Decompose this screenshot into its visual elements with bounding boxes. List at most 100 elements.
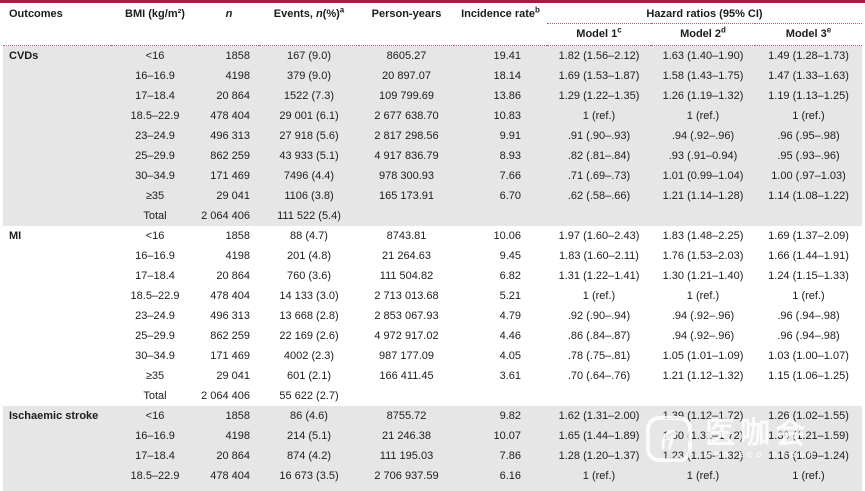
outcome-cell: MI xyxy=(9,230,22,242)
data-cell xyxy=(454,206,547,226)
data-cell: 1.58 (1.43–1.75) xyxy=(662,70,744,82)
data-cell: 88 (4.7) xyxy=(290,230,328,242)
data-cell: 2 713 013.68 xyxy=(374,290,439,302)
data-cell: 13 668 (2.8) xyxy=(279,310,339,322)
data-cell: .71 (.69–.73) xyxy=(567,170,631,182)
data-cell: 171 469 xyxy=(210,350,250,362)
data-cell: 20 897.07 xyxy=(382,70,431,82)
data-cell: 1.01 (0.99–1.04) xyxy=(662,170,744,182)
data-cell xyxy=(755,486,862,491)
hazard-ratio-table: Outcomes BMI (kg/m²) n Events, n(%)a Per… xyxy=(3,3,863,491)
outcome-cell xyxy=(3,346,111,366)
outcome-cell xyxy=(3,426,111,446)
data-cell: .78 (.75–.81) xyxy=(567,350,631,362)
data-cell xyxy=(359,386,454,406)
data-cell: 2 706 937.59 xyxy=(374,470,439,482)
data-cell: 1.49 (1.28–1.73) xyxy=(768,50,849,62)
data-cell: 23–24.9 xyxy=(135,310,175,322)
data-cell: 8605.27 xyxy=(386,50,427,62)
data-cell: 1.24 (1.15–1.33) xyxy=(768,270,849,282)
data-cell xyxy=(454,386,547,406)
data-cell: 13.86 xyxy=(493,90,521,102)
data-cell xyxy=(755,386,862,406)
data-cell: 2 853 067.93 xyxy=(374,310,439,322)
data-cell: 1 (ref.) xyxy=(582,470,616,482)
outcome-cell xyxy=(3,66,111,86)
data-cell: 18.5–22.9 xyxy=(130,290,180,302)
data-cell: .96 (.95–.98) xyxy=(777,130,840,142)
data-cell: 862 259 xyxy=(210,330,250,342)
data-cell xyxy=(454,486,547,491)
data-cell: 1 (ref.) xyxy=(686,290,720,302)
data-cell: 1.29 (1.22–1.35) xyxy=(558,90,640,102)
data-cell: 111 504.82 xyxy=(379,270,434,282)
data-cell: 25–29.9 xyxy=(135,330,175,342)
data-cell: 601 (2.1) xyxy=(286,370,332,382)
data-cell: .70 (.64–.76) xyxy=(567,370,631,382)
data-cell: 1.82 (1.56–2.12) xyxy=(558,50,640,62)
data-cell: 4 972 917.02 xyxy=(374,330,439,342)
data-cell: 1.63 (1.40–1.90) xyxy=(662,50,744,62)
data-cell: 17–18.4 xyxy=(135,270,175,282)
table-row: CVDs <16 1858 167 (9.0) 8605.27 19.41 1.82 (1.… xyxy=(3,45,863,66)
data-cell: 167 (9.0) xyxy=(286,50,332,62)
data-cell: 1.31 (1.22–1.41) xyxy=(558,270,640,282)
table-row: ≥35 29 041 1106 (3.8) 165 173.91 6.70 .62 (.5… xyxy=(3,186,863,206)
data-cell: 30–34.9 xyxy=(135,170,175,182)
data-cell: 4198 xyxy=(225,70,250,82)
data-cell: 1 (ref.) xyxy=(792,110,825,122)
outcome-cell xyxy=(3,146,111,166)
data-cell: Total xyxy=(143,390,167,402)
data-cell: 8743.81 xyxy=(386,230,427,242)
data-cell: ≥35 xyxy=(145,190,165,202)
col-header-outcomes: Outcomes xyxy=(3,3,111,46)
data-cell: 111 195.03 xyxy=(379,450,434,462)
data-cell: 16–16.9 xyxy=(135,430,175,442)
outcome-cell: CVDs xyxy=(9,50,39,62)
data-cell: 1858 xyxy=(225,230,250,242)
data-cell: .94 (.92–.96) xyxy=(671,310,735,322)
data-cell: Total xyxy=(143,210,167,222)
data-cell: 7.86 xyxy=(499,450,521,462)
data-cell: 1.76 (1.53–2.03) xyxy=(662,250,744,262)
data-cell: 1.00 (.97–1.03) xyxy=(771,170,846,182)
col-header-bmi: BMI (kg/m²) xyxy=(111,3,199,46)
data-cell: 14 133 (3.0) xyxy=(279,290,339,302)
data-cell: 1.66 (1.44–1.91) xyxy=(768,250,849,262)
data-cell: 43 933 (5.1) xyxy=(279,150,339,162)
data-cell: 1.39 (1.12–1.72) xyxy=(662,410,744,422)
col-header-events-sup: a xyxy=(339,5,345,15)
data-cell: 27 918 (5.6) xyxy=(279,130,339,142)
data-cell: 8755.72 xyxy=(386,410,427,422)
data-cell: 23–24.9 xyxy=(135,130,175,142)
col-header-model1-sup: c xyxy=(617,25,622,35)
data-cell: .96 (.94–.98) xyxy=(777,330,840,342)
data-cell: 6.70 xyxy=(499,190,521,202)
data-cell: 874 (4.2) xyxy=(286,450,332,462)
data-cell: 1.14 (1.08–1.22) xyxy=(768,190,849,202)
data-cell: 21 246.38 xyxy=(382,430,431,442)
data-cell: 1.69 (1.37–2.09) xyxy=(768,230,849,242)
data-cell: 1522 (7.3) xyxy=(283,90,335,102)
data-cell: .93 (.91–0.94) xyxy=(668,150,738,162)
outcome-cell xyxy=(3,306,111,326)
data-cell: .94 (.92–.96) xyxy=(671,130,735,142)
col-header-model2: Model 2d xyxy=(651,23,755,46)
data-cell xyxy=(547,386,651,406)
outcome-cell: Ischaemic stroke xyxy=(9,410,99,422)
data-cell: 9.82 xyxy=(499,410,521,422)
data-cell: 1 (ref.) xyxy=(582,110,616,122)
data-cell: 478 404 xyxy=(210,290,250,302)
data-cell: 760 (3.6) xyxy=(286,270,332,282)
data-cell: .62 (.58–.66) xyxy=(567,190,631,202)
header-row-models: Model 1c Model 2d Model 3e xyxy=(3,23,863,46)
data-cell: 4.46 xyxy=(499,330,521,342)
data-cell: 9.45 xyxy=(499,250,521,262)
col-header-outcomes-label: Outcomes xyxy=(9,8,63,20)
data-cell: 4198 xyxy=(225,250,250,262)
table-row: 23–24.9 496 313 13 668 (2.8) 2 853 067.93 4.… xyxy=(3,306,862,326)
col-header-events: Events, n(%)a xyxy=(259,3,359,46)
col-header-incidence-sup: b xyxy=(535,5,540,15)
data-cell: 3.61 xyxy=(499,370,521,382)
